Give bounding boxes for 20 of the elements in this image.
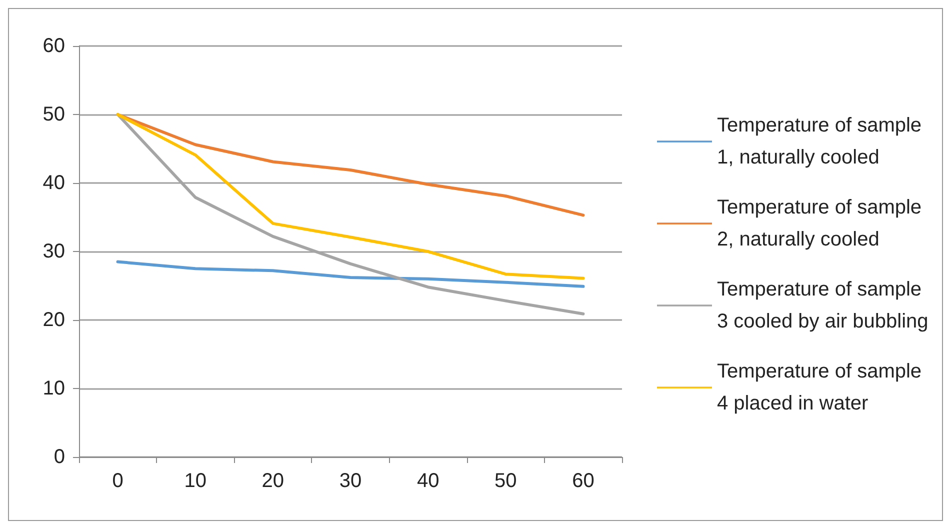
y-tick-label: 0 bbox=[54, 446, 65, 468]
x-tick-label: 30 bbox=[339, 470, 362, 492]
legend-label: Temperature of sample 2, naturally cooled bbox=[717, 196, 928, 250]
legend-label: Temperature of sample 4 placed in water bbox=[717, 360, 928, 414]
y-tick-label: 50 bbox=[42, 104, 65, 126]
legend-label: Temperature of sample 1, naturally cooled bbox=[717, 114, 928, 168]
x-tick-label: 50 bbox=[494, 470, 517, 492]
y-tick-label: 30 bbox=[42, 240, 65, 262]
x-tick-label: 60 bbox=[572, 470, 594, 492]
line-series bbox=[116, 113, 585, 280]
x-tick-label: 40 bbox=[416, 470, 440, 492]
y-tick-label: 10 bbox=[42, 378, 65, 400]
x-tick-label: 10 bbox=[184, 470, 206, 492]
x-tick-label: 20 bbox=[262, 470, 284, 492]
legend-label: Temperature of sample 3 cooled by air bubbling bbox=[717, 278, 928, 332]
y-tick-label: 60 bbox=[42, 35, 65, 57]
x-tick-label: 0 bbox=[112, 470, 124, 492]
y-tick-label: 40 bbox=[42, 172, 65, 194]
y-tick-label: 20 bbox=[42, 309, 65, 331]
line-series bbox=[116, 260, 585, 288]
